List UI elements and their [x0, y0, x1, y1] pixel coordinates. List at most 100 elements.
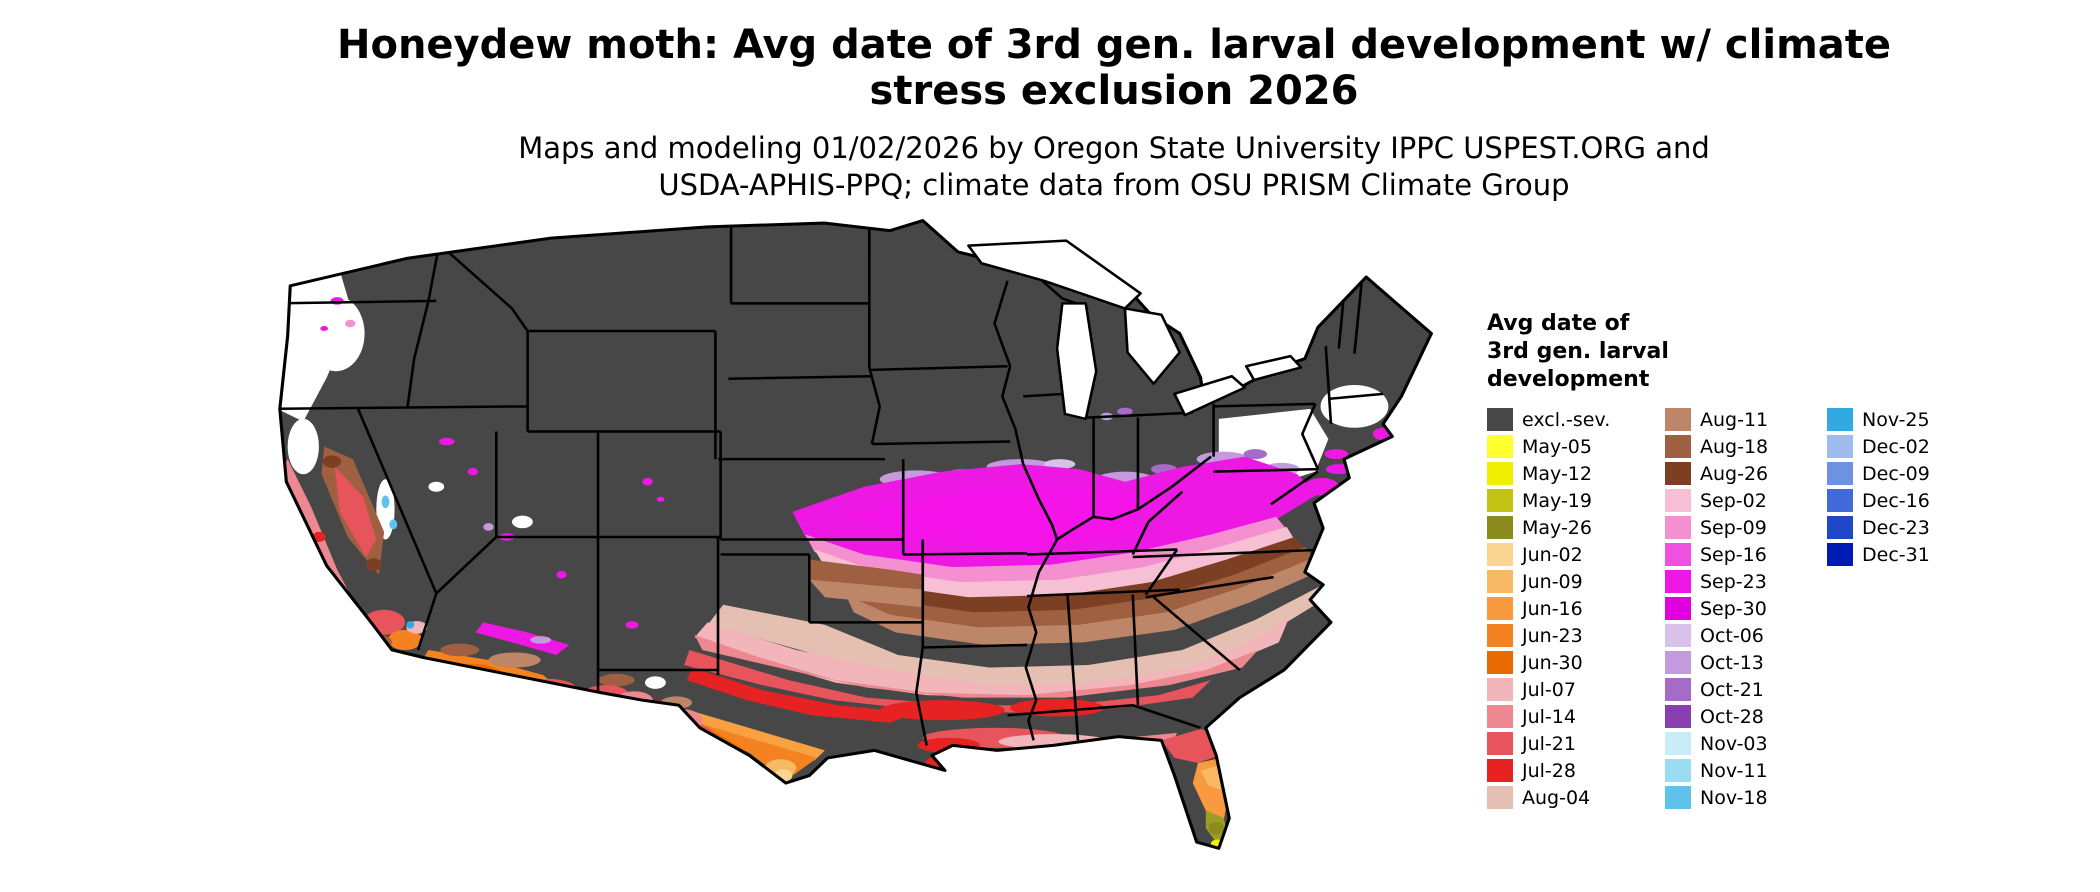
- legend-swatch: [1487, 408, 1513, 431]
- legend-swatch: [1487, 570, 1513, 593]
- legend-row: Sep-16: [1665, 541, 1827, 568]
- legend-row: Dec-23: [1827, 514, 1930, 541]
- map-july-pink-band: [694, 617, 1290, 698]
- legend-swatch: [1487, 435, 1513, 458]
- subtitle-line-2: USDA-APHIS-PPQ; climate data from OSU PR…: [658, 168, 1570, 202]
- us-choropleth-svg: [278, 219, 1433, 850]
- legend-swatch: [1827, 489, 1853, 512]
- legend-label: Jun-02: [1522, 543, 1583, 566]
- legend-row: Dec-16: [1827, 487, 1930, 514]
- legend-label: Oct-28: [1700, 705, 1764, 728]
- legend-title-line-3: development: [1487, 367, 1650, 392]
- legend-label: May-19: [1522, 489, 1592, 512]
- legend-swatch: [1827, 435, 1853, 458]
- page-title: Honeydew moth: Avg date of 3rd gen. larv…: [337, 22, 1891, 114]
- title-line-1: Honeydew moth: Avg date of 3rd gen. larv…: [336, 22, 1891, 68]
- legend-row: Jun-16: [1487, 595, 1665, 622]
- legend-label: Jun-23: [1522, 624, 1583, 647]
- legend-label: Sep-23: [1700, 570, 1767, 593]
- legend-row: Sep-23: [1665, 568, 1827, 595]
- legend-row: excl.-sev.: [1487, 406, 1665, 433]
- legend-label: Nov-11: [1700, 759, 1768, 782]
- map-state-borders: [279, 225, 1384, 746]
- legend-swatch: [1487, 516, 1513, 539]
- legend-row: Jun-23: [1487, 622, 1665, 649]
- legend-row: Nov-18: [1665, 784, 1827, 811]
- legend-column-3: Nov-25 Dec-02 Dec-09 Dec-16 Dec-23 Dec-31: [1827, 406, 1930, 568]
- legend-label: Oct-21: [1700, 678, 1764, 701]
- legend-swatch: [1665, 651, 1691, 674]
- legend-swatch: [1665, 570, 1691, 593]
- legend-swatch: [1665, 732, 1691, 755]
- legend-title-line-2: 3rd gen. larval: [1487, 339, 1669, 364]
- legend-label: Dec-23: [1862, 516, 1930, 539]
- legend-row: May-12: [1487, 460, 1665, 487]
- legend-row: May-19: [1487, 487, 1665, 514]
- legend-swatch: [1665, 759, 1691, 782]
- legend-swatch: [1665, 489, 1691, 512]
- map-us-outline: [278, 219, 1433, 850]
- legend-row: Aug-26: [1665, 460, 1827, 487]
- legend-label: May-26: [1522, 516, 1592, 539]
- legend-row: May-05: [1487, 433, 1665, 460]
- legend-row: Nov-03: [1665, 730, 1827, 757]
- legend-swatch: [1665, 435, 1691, 458]
- legend-label: Sep-16: [1700, 543, 1767, 566]
- legend-row: Jun-02: [1487, 541, 1665, 568]
- legend-label: May-05: [1522, 435, 1592, 458]
- legend-label: Dec-31: [1862, 543, 1930, 566]
- map-fill-layers: [279, 220, 1432, 849]
- legend-row: Dec-02: [1827, 433, 1930, 460]
- legend-label: Jul-07: [1522, 678, 1576, 701]
- legend-row: Aug-18: [1665, 433, 1827, 460]
- legend-row: Oct-06: [1665, 622, 1827, 649]
- legend-label: Nov-18: [1700, 786, 1768, 809]
- legend-swatch: [1487, 678, 1513, 701]
- legend-label: Oct-13: [1700, 651, 1764, 674]
- legend-columns: excl.-sev. May-05 May-12 May-19 May-26 Jun-02…: [1487, 406, 2047, 811]
- legend-row: Jun-09: [1487, 568, 1665, 595]
- legend-row: Sep-02: [1665, 487, 1827, 514]
- us-map: [212, 208, 1464, 886]
- legend-swatch: [1665, 624, 1691, 647]
- legend-row: Nov-11: [1665, 757, 1827, 784]
- legend-row: Jun-30: [1487, 649, 1665, 676]
- legend-row: Oct-13: [1665, 649, 1827, 676]
- legend-row: Oct-21: [1665, 676, 1827, 703]
- figure-header: Honeydew moth: Avg date of 3rd gen. larv…: [0, 22, 2100, 204]
- legend-label: Oct-06: [1700, 624, 1764, 647]
- legend-swatch: [1665, 678, 1691, 701]
- legend-label: May-12: [1522, 462, 1592, 485]
- legend-swatch: [1665, 408, 1691, 431]
- legend-label: Jun-16: [1522, 597, 1583, 620]
- legend-row: Jul-21: [1487, 730, 1665, 757]
- legend-swatch: [1827, 543, 1853, 566]
- figure-header-inner: Honeydew moth: Avg date of 3rd gen. larv…: [337, 22, 1891, 204]
- legend-label: Sep-09: [1700, 516, 1767, 539]
- legend-label: Jul-28: [1522, 759, 1576, 782]
- legend-swatch: [1487, 489, 1513, 512]
- legend-title: Avg date of 3rd gen. larval development: [1487, 310, 2047, 394]
- legend-swatch: [1665, 786, 1691, 809]
- legend-row: Dec-09: [1827, 460, 1930, 487]
- legend-column-1: excl.-sev. May-05 May-12 May-19 May-26 Jun-02…: [1487, 406, 1665, 811]
- legend-swatch: [1665, 597, 1691, 620]
- legend-label: Aug-18: [1700, 435, 1769, 458]
- legend-label: Nov-03: [1700, 732, 1768, 755]
- legend-swatch: [1487, 759, 1513, 782]
- legend-row: Sep-09: [1665, 514, 1827, 541]
- legend-row: Sep-30: [1665, 595, 1827, 622]
- legend-swatch: [1827, 516, 1853, 539]
- legend-swatch: [1487, 597, 1513, 620]
- legend-swatch: [1665, 543, 1691, 566]
- legend-row: Dec-31: [1827, 541, 1930, 568]
- page-subtitle: Maps and modeling 01/02/2026 by Oregon S…: [337, 130, 1891, 204]
- legend-swatch: [1487, 786, 1513, 809]
- legend-row: Jul-28: [1487, 757, 1665, 784]
- subtitle-line-1: Maps and modeling 01/02/2026 by Oregon S…: [518, 131, 1710, 165]
- legend-swatch: [1827, 408, 1853, 431]
- legend-swatch: [1665, 462, 1691, 485]
- map-great-lakes: [967, 239, 1303, 421]
- legend-label: Aug-04: [1522, 786, 1591, 809]
- legend-swatch: [1487, 624, 1513, 647]
